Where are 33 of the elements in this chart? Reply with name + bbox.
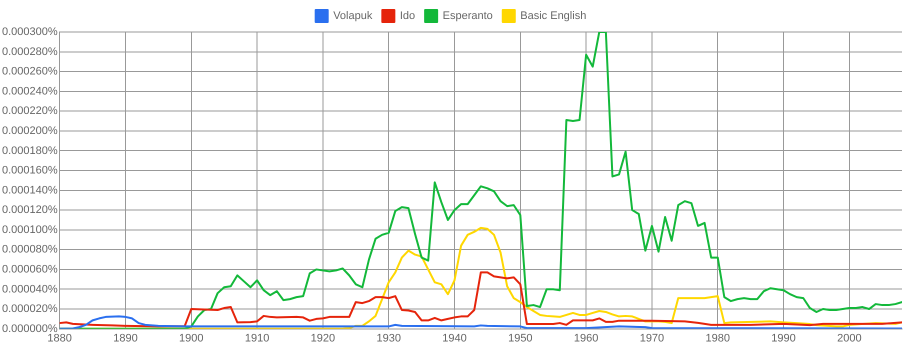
x-tick-label: 1880 bbox=[47, 332, 72, 344]
y-tick-label: 0.000040% bbox=[2, 283, 58, 296]
y-tick-label: 0.000020% bbox=[2, 303, 58, 316]
y-tick-label: 0.000120% bbox=[2, 204, 58, 216]
x-tick-label: 1980 bbox=[705, 332, 730, 344]
y-tick-label: 0.000180% bbox=[2, 144, 58, 157]
x-tick-label: 1930 bbox=[376, 332, 401, 344]
legend-label: Esperanto bbox=[442, 10, 493, 22]
x-tick-label: 1890 bbox=[113, 332, 138, 344]
legend-label: Volapuk bbox=[333, 10, 373, 22]
y-tick-label: 0.000220% bbox=[2, 105, 58, 118]
x-tick-label: 1950 bbox=[508, 332, 533, 344]
y-tick-label: 0.000000% bbox=[2, 322, 58, 335]
y-tick-label: 0.000100% bbox=[2, 224, 58, 236]
y-tick-label: 0.000060% bbox=[2, 263, 58, 276]
y-tick-label: 0.000080% bbox=[2, 244, 58, 256]
x-tick-label: 1970 bbox=[640, 332, 664, 344]
y-tick-label: 0.000140% bbox=[2, 184, 58, 196]
x-tick-label: 1910 bbox=[244, 332, 270, 344]
x-tick-label: 1900 bbox=[179, 332, 204, 344]
x-tick-label: 1990 bbox=[771, 332, 796, 344]
y-tick-label: 0.000240% bbox=[2, 85, 58, 98]
x-tick-label: 1960 bbox=[574, 332, 598, 344]
x-tick-label: 2000 bbox=[837, 332, 862, 344]
x-tick-label: 1940 bbox=[442, 332, 467, 344]
y-tick-label: 0.000160% bbox=[2, 164, 58, 177]
y-tick-label: 0.000280% bbox=[2, 46, 58, 58]
legend-label: Basic English bbox=[520, 10, 586, 22]
y-tick-label: 0.000200% bbox=[2, 124, 58, 137]
y-tick-label: 0.000300% bbox=[2, 26, 58, 38]
x-tick-label: 1920 bbox=[310, 332, 336, 344]
y-tick-label: 0.000260% bbox=[2, 66, 58, 78]
legend-label: Ido bbox=[400, 10, 416, 22]
